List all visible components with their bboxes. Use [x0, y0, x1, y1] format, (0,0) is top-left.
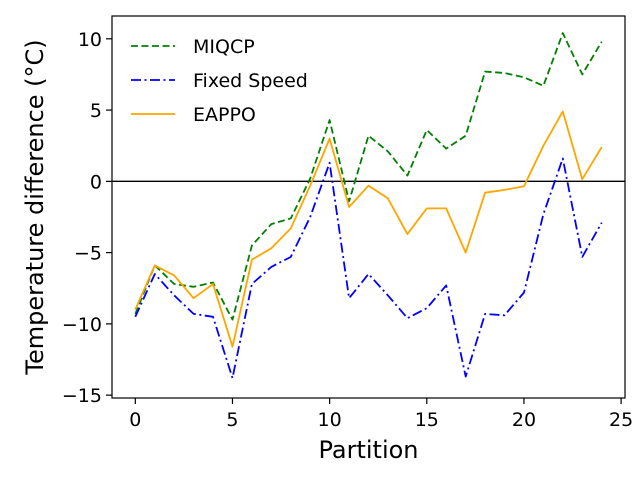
y-tick-label: −15	[62, 385, 102, 407]
y-tick-label: 0	[90, 171, 102, 193]
legend-label: Fixed Speed	[193, 70, 308, 92]
x-tick-label: 25	[609, 409, 633, 431]
x-tick-label: 15	[415, 409, 439, 431]
series-line-fixed-speed	[134, 157, 603, 379]
y-axis-title: Temperature difference (°C)	[21, 39, 49, 375]
y-tick-label: 10	[78, 29, 102, 51]
y-tick-label: −10	[62, 314, 102, 336]
x-axis-title: Partition	[318, 436, 418, 464]
series-line-miqcp	[134, 32, 603, 321]
x-tick-label: 0	[129, 409, 141, 431]
series-line-eappo	[134, 110, 603, 348]
x-tick-label: 10	[318, 409, 342, 431]
legend-label: MIQCP	[193, 36, 255, 58]
series-layer	[134, 32, 603, 379]
x-tick-label: 20	[512, 409, 536, 431]
x-tick-label: 5	[226, 409, 238, 431]
ticks-layer: 0 5 10 15 20 25 −15 −10 −5 0 5 10	[62, 29, 633, 431]
y-tick-label: −5	[74, 243, 102, 265]
plot-frame	[111, 15, 626, 399]
legend-label: EAPPO	[193, 104, 256, 126]
y-tick-label: 5	[90, 100, 102, 122]
legend: MIQCP Fixed Speed EAPPO	[131, 36, 308, 126]
